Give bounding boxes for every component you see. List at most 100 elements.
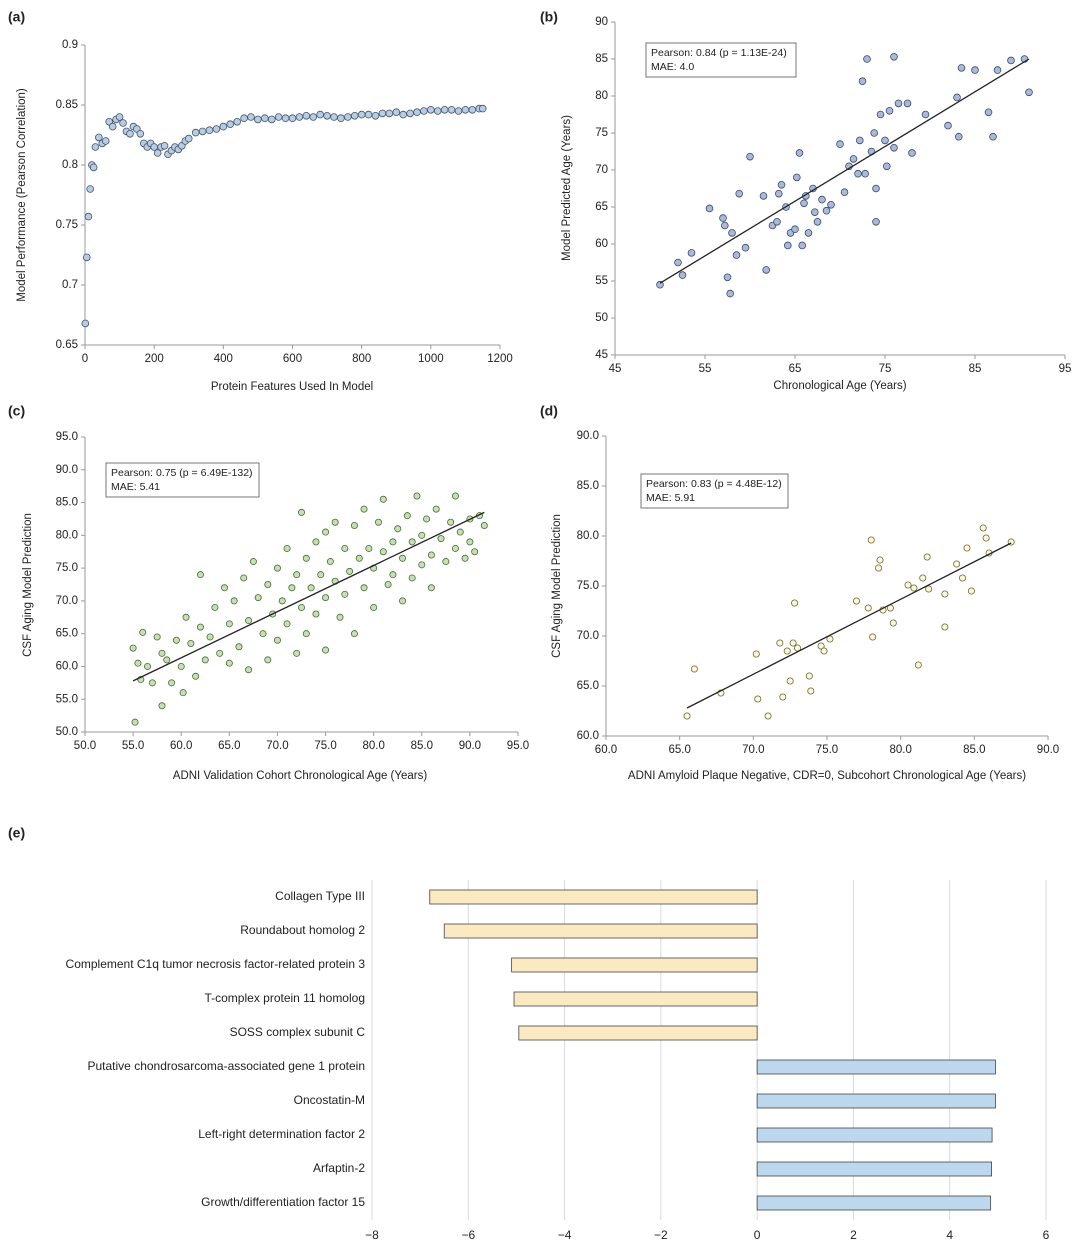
- y-tick-label: 65.0: [577, 680, 599, 692]
- point: [302, 554, 310, 562]
- y-tick-label: 80.0: [56, 529, 78, 541]
- point: [923, 553, 931, 561]
- point: [341, 590, 349, 598]
- point: [954, 132, 963, 141]
- x-tick-label: 1200: [487, 353, 513, 365]
- x-tick-label: 75.0: [816, 744, 838, 756]
- point: [205, 126, 214, 134]
- point: [201, 656, 209, 664]
- y-tick-label: 60.0: [577, 730, 599, 742]
- point: [283, 620, 291, 628]
- point: [795, 149, 804, 157]
- panel-label: (b): [540, 9, 558, 25]
- y-axis-label: Model Predicted Age (Years): [561, 115, 573, 261]
- y-tick-label: 95.0: [56, 431, 78, 443]
- point: [941, 590, 949, 598]
- point: [726, 289, 734, 298]
- point: [890, 144, 898, 152]
- point: [95, 133, 103, 142]
- point: [461, 554, 469, 562]
- point: [136, 130, 145, 138]
- point: [196, 571, 204, 579]
- point: [914, 661, 922, 669]
- y-axis-label: CSF Aging Model Prediction: [551, 514, 563, 658]
- point: [773, 218, 781, 226]
- point: [211, 603, 219, 611]
- point: [953, 560, 961, 568]
- point: [249, 558, 257, 566]
- point: [858, 77, 867, 85]
- point: [442, 558, 450, 566]
- point: [226, 120, 235, 128]
- point: [225, 659, 233, 667]
- x-tick-label: 80.0: [362, 740, 384, 752]
- bar: [756, 1093, 996, 1109]
- point: [293, 571, 301, 579]
- point: [881, 136, 889, 145]
- point: [235, 643, 243, 651]
- point: [245, 617, 253, 625]
- point: [158, 702, 166, 710]
- y-tick-label: 0.8: [62, 159, 78, 171]
- point: [820, 647, 828, 655]
- point: [817, 642, 825, 650]
- annotation: MAE: 4.0: [651, 61, 694, 73]
- x-tick-label: 60.0: [595, 744, 617, 756]
- point: [903, 99, 912, 108]
- point: [326, 558, 334, 566]
- category-label: T-complex protein 11 homolog: [204, 991, 365, 1005]
- point: [876, 556, 884, 564]
- y-tick-label: 0.65: [56, 339, 78, 351]
- point: [807, 687, 815, 695]
- point: [925, 585, 933, 593]
- x-tick-label: 800: [352, 353, 371, 365]
- point: [307, 584, 315, 592]
- y-tick-label: 85.0: [56, 497, 78, 509]
- point: [316, 110, 324, 119]
- point: [804, 229, 813, 237]
- x-tick-label: 75: [879, 363, 892, 375]
- point: [792, 173, 801, 182]
- point: [1025, 88, 1033, 97]
- x-tick-label: 55.0: [122, 740, 144, 752]
- point: [890, 52, 898, 61]
- point: [196, 623, 204, 631]
- point: [779, 693, 787, 701]
- y-tick-label: 65: [595, 201, 608, 213]
- x-tick-label: 85: [969, 363, 982, 375]
- point: [288, 584, 296, 592]
- point: [805, 672, 813, 680]
- point: [741, 243, 750, 252]
- point: [719, 214, 727, 222]
- point: [440, 106, 449, 114]
- point: [158, 649, 166, 657]
- point: [267, 115, 276, 124]
- point: [432, 505, 440, 513]
- point: [264, 656, 272, 664]
- point: [461, 106, 470, 114]
- category-label: Collagen Type III: [275, 889, 365, 903]
- bar: [513, 991, 758, 1007]
- point: [827, 200, 835, 209]
- point: [108, 122, 117, 131]
- point: [840, 188, 849, 197]
- bar: [756, 1059, 996, 1075]
- x-axis-label: Chronological Age (Years): [773, 380, 906, 392]
- point: [394, 525, 402, 533]
- x-tick-label: −6: [461, 1228, 475, 1242]
- point: [447, 106, 456, 114]
- point: [139, 628, 147, 636]
- point: [160, 142, 169, 150]
- point: [312, 538, 320, 546]
- point: [129, 644, 137, 652]
- point: [403, 512, 411, 520]
- point: [323, 112, 331, 120]
- point: [872, 218, 880, 226]
- x-tick-label: 0: [754, 1228, 761, 1242]
- point: [427, 106, 435, 114]
- y-tick-label: 45: [595, 349, 608, 361]
- point: [274, 113, 283, 121]
- point: [855, 136, 864, 145]
- y-tick-label: 0.7: [62, 279, 78, 291]
- point: [864, 604, 872, 612]
